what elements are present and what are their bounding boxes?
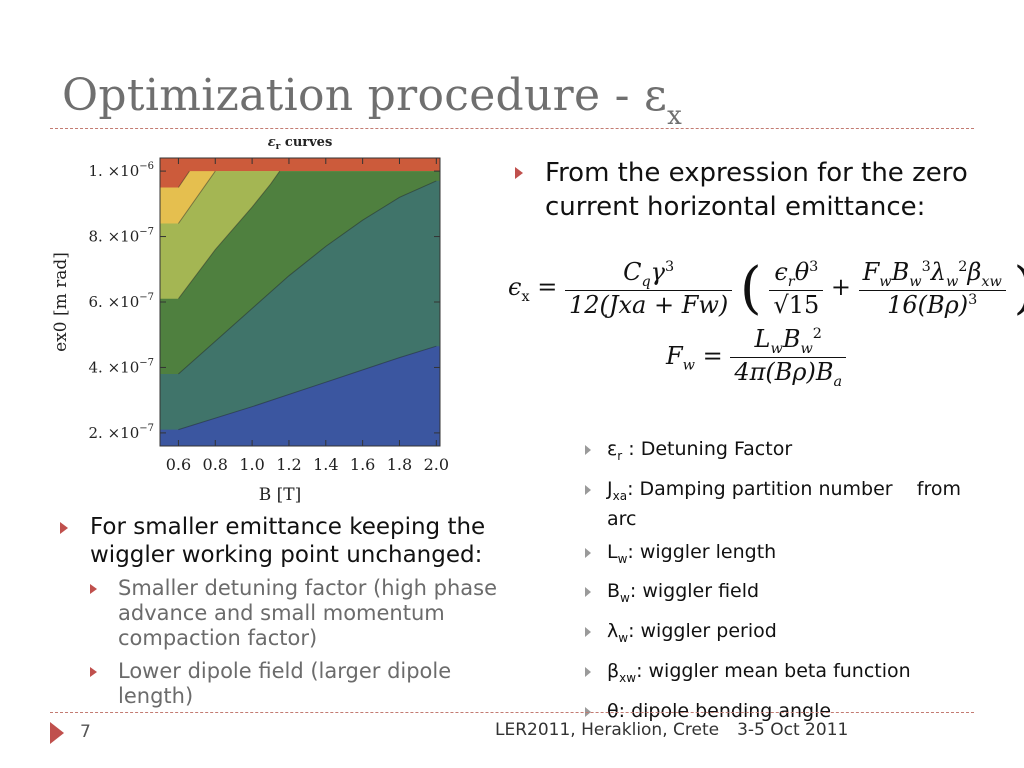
x-tick-label: 1.4 [313,455,338,474]
bullet-arrow-icon [90,584,97,594]
x-tick-label: 2.0 [424,455,449,474]
contour-line [177,170,216,224]
definition-item: λw: wiggler period [585,620,985,650]
y-tick-label: 4. ×10−7 [89,357,155,376]
contour-line [178,180,437,375]
y-tick-label: 1. ×10−6 [89,161,155,180]
definition-item: βxw: wiggler mean beta function [585,660,985,690]
x-tick-label: 0.8 [203,455,228,474]
bullet-arrow-icon [585,547,591,558]
x-tick-label: 1.2 [276,455,301,474]
x-tick-label: 1.0 [239,455,264,474]
symbol-definitions: εr : Detuning Factor Jxa: Damping partit… [585,438,985,733]
bullet-arrow-icon [585,445,591,455]
x-tick-label: 1.8 [387,455,412,474]
y-axis-label: ex0 [m rad] [51,252,71,352]
title-divider [50,128,974,129]
bullet-arrow-icon [585,627,591,638]
wiggler-factor-equation: Fw = LwBw2 4π(Bρ)Ba [666,325,1008,390]
bullet-arrow-icon [515,167,523,179]
bullet-arrow-icon [585,484,591,495]
emittance-formula: ϵx = Cqγ3 12(Jxa + Fw) ( ϵrθ3 √15 + FwBw… [508,256,1024,390]
contour-regions [160,158,440,446]
footer-date: 3-5 Oct 2011 [737,720,849,740]
contour-line [177,170,190,188]
definition-item: εr : Detuning Factor [585,438,985,468]
footer-event: LER2011, Heraklion, Crete [495,720,720,740]
sub-bullet-list: Smaller detuning factor (high phase adva… [90,576,500,717]
definition-item: θ: dipole bending angle [585,700,985,723]
fraction-prefactor: Cqγ3 12(Jxa + Fw) [564,258,733,319]
definition-item: Jxa: Damping partition number from arc [585,478,985,531]
x-axis-ticks: 0.6 0.8 1.0 1.2 1.4 1.6 1.8 2.0 [166,158,449,474]
axis-labels: B [T] ex0 [m rad] [51,252,301,505]
fraction-arc-term: ϵrθ3 √15 [769,258,824,319]
footer-arrow-icon [50,722,64,744]
bullet-arrow-icon [585,666,591,677]
definition-item: Lw: wiggler length [585,541,985,571]
title-subscript: x [667,100,683,131]
sub-bullet-item: Lower dipole field (larger dipole length… [90,659,500,709]
contour-line [178,345,437,431]
bullet-arrow-icon [585,706,591,717]
x-axis-label: B [T] [259,485,302,505]
y-tick-label: 8. ×10−7 [89,227,155,246]
bullet-arrow-icon [90,667,97,677]
plot-title: εr curves [268,135,333,152]
title-main: Optimization procedure - ε [62,70,668,121]
intro-bullet: From the expression for the zero current… [515,156,985,224]
intro-bullet-text: From the expression for the zero current… [545,158,968,222]
emittance-equation: ϵx = Cqγ3 12(Jxa + Fw) ( ϵrθ3 √15 + FwBw… [508,256,1024,321]
contour-line [178,170,281,300]
fraction-wiggler-term: FwBw3λw2βxw 16(Bρ)3 [858,258,1006,319]
x-tick-label: 1.6 [350,455,375,474]
contour-plot: εr curves 0.6 0.8 1.0 1.2 1.4 1.6 1.8 2.0 2. ×1… [51,135,449,505]
footer-divider [50,712,974,713]
y-axis-ticks: 2. ×10−7 4. ×10−7 6. ×10−7 8. ×10−7 1. ×10−6 [89,161,440,442]
emittance-bullet: For smaller emittance keeping the wiggle… [60,513,500,569]
contour-region [160,346,440,446]
page-number: 7 [80,722,91,742]
y-tick-label: 2. ×10−7 [89,423,155,442]
sub-bullet-item: Smaller detuning factor (high phase adva… [90,576,500,651]
definition-item: Bw: wiggler field [585,580,985,610]
x-tick-label: 0.6 [166,455,191,474]
emittance-bullet-text: For smaller emittance keeping the wiggle… [90,514,486,568]
bullet-arrow-icon [585,587,591,598]
slide-title: Optimization procedure - εx [62,70,682,131]
plot-title-text: εr curves [268,135,333,152]
footer-info: LER2011, Heraklion, Crete 3-5 Oct 2011 [495,720,848,740]
bullet-arrow-icon [60,522,68,534]
y-tick-label: 6. ×10−7 [89,292,155,311]
